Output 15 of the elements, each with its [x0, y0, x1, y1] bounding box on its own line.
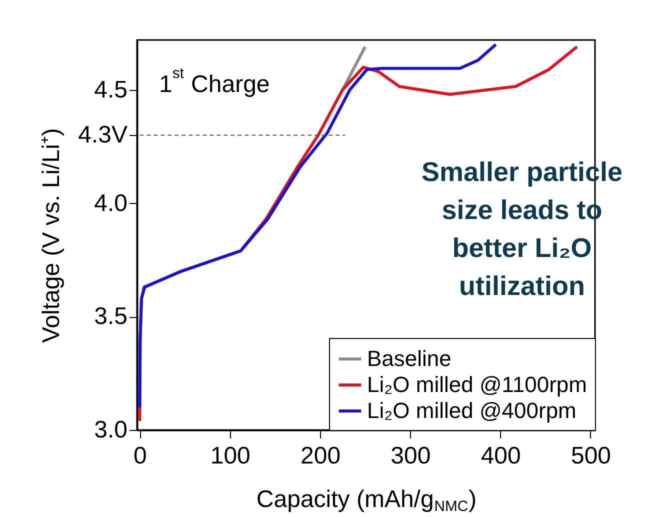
legend-label: Baseline [367, 346, 452, 371]
y-axis-title: Voltage (V vs. Li/Li⁺) [38, 128, 66, 343]
y-tick-label: 4.3V [78, 122, 128, 149]
y-tick-label: 4.5 [94, 76, 128, 104]
y-tick-label: 3.0 [94, 416, 128, 444]
legend-label: Li₂O milled @400rpm [367, 398, 576, 423]
x-tick-label: 0 [134, 442, 147, 470]
x-tick-label: 200 [300, 442, 341, 470]
x-tick-label: 400 [480, 442, 521, 470]
y-tick-label: 3.5 [94, 303, 128, 330]
x-tick-label: 100 [210, 442, 250, 470]
legend-label: Li₂O milled @1100rpm [367, 372, 587, 397]
y-tick-label: 4.0 [94, 190, 128, 217]
x-tick-label: 300 [390, 442, 431, 470]
x-tick-label: 500 [570, 442, 612, 470]
